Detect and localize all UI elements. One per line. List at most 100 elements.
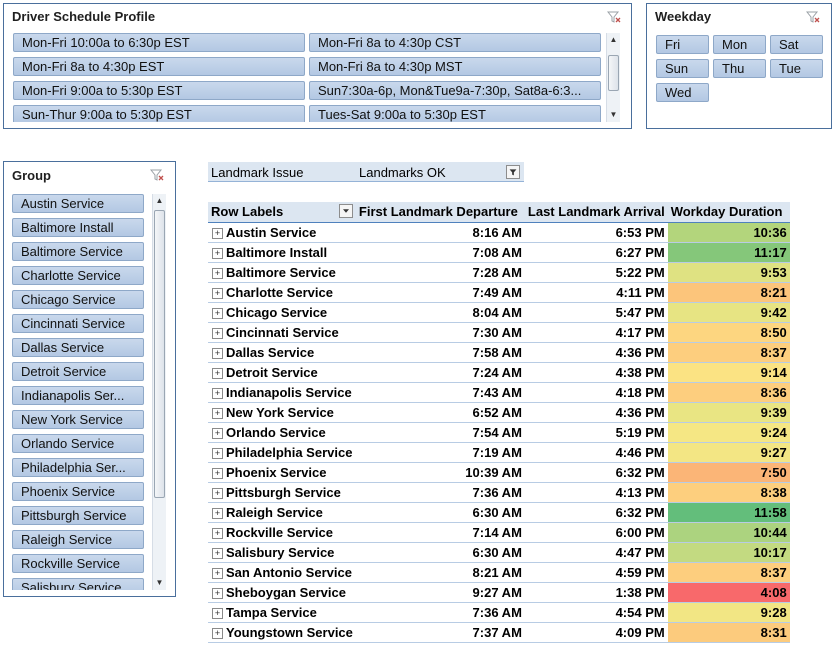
- expand-icon[interactable]: +: [212, 387, 223, 399]
- expand-icon[interactable]: +: [212, 407, 223, 419]
- row-labels-header: Row Labels: [208, 202, 356, 223]
- table-row: + San Antonio Service 8:21 AM 4:59 PM 8:37: [208, 562, 790, 583]
- last-arrival-cell: 4:46 PM: [524, 442, 668, 463]
- group-item[interactable]: Indianapolis Ser...: [12, 386, 144, 405]
- row-label: + Sheboygan Service: [208, 582, 356, 603]
- weekday-item[interactable]: Mon: [713, 35, 766, 54]
- last-arrival-cell: 4:38 PM: [524, 362, 668, 383]
- last-arrival-cell: 4:47 PM: [524, 542, 668, 563]
- expand-icon[interactable]: +: [212, 267, 223, 279]
- row-labels-dropdown-icon[interactable]: [339, 204, 353, 218]
- weekday-item[interactable]: Wed: [656, 83, 709, 102]
- expand-icon[interactable]: +: [212, 367, 223, 379]
- expand-icon[interactable]: +: [212, 587, 223, 599]
- table-row: + Indianapolis Service 7:43 AM 4:18 PM 8:36: [208, 382, 790, 403]
- last-arrival-cell: 5:47 PM: [524, 302, 668, 323]
- scroll-up-arrow-icon[interactable]: ▲: [155, 196, 164, 205]
- weekday-item[interactable]: Sun: [656, 59, 709, 78]
- expand-icon[interactable]: +: [212, 607, 223, 619]
- workday-duration-cell: 9:28: [667, 602, 790, 623]
- clear-filter-icon[interactable]: [806, 10, 820, 24]
- group-item[interactable]: Chicago Service: [12, 290, 144, 309]
- weekday-item[interactable]: Fri: [656, 35, 709, 54]
- expand-icon[interactable]: +: [212, 467, 223, 479]
- workday-duration-cell: 9:39: [667, 402, 790, 423]
- expand-icon[interactable]: +: [212, 547, 223, 559]
- last-arrival-header: Last Landmark Arrival: [524, 202, 668, 223]
- last-arrival-cell: 4:11 PM: [524, 282, 668, 303]
- group-item[interactable]: Charlotte Service: [12, 266, 144, 285]
- weekday-item[interactable]: Thu: [713, 59, 766, 78]
- row-label-text: Orlando Service: [226, 424, 326, 440]
- group-item[interactable]: Dallas Service: [12, 338, 144, 357]
- row-label: + Austin Service: [208, 222, 356, 243]
- first-departure-cell: 9:27 AM: [355, 582, 525, 603]
- group-item[interactable]: Salisbury Service: [12, 578, 144, 590]
- weekday-item[interactable]: Tue: [770, 59, 823, 78]
- schedule-item[interactable]: Mon-Fri 8a to 4:30p CST: [309, 33, 601, 52]
- schedule-item[interactable]: Mon-Fri 8a to 4:30p MST: [309, 57, 601, 76]
- group-item[interactable]: Detroit Service: [12, 362, 144, 381]
- expand-icon[interactable]: +: [212, 307, 223, 319]
- schedule-item[interactable]: Mon-Fri 8a to 4:30p EST: [13, 57, 305, 76]
- expand-icon[interactable]: +: [212, 247, 223, 259]
- table-row: + Orlando Service 7:54 AM 5:19 PM 9:24: [208, 422, 790, 443]
- expand-icon[interactable]: +: [212, 327, 223, 339]
- schedule-scrollbar[interactable]: ▲ ▼: [606, 33, 620, 122]
- workday-duration-cell: 8:37: [667, 342, 790, 363]
- last-arrival-cell: 4:13 PM: [524, 482, 668, 503]
- row-label: + Salisbury Service: [208, 542, 356, 563]
- filter-dropdown-icon[interactable]: [506, 165, 520, 179]
- schedule-item[interactable]: Mon-Fri 9:00a to 5:30p EST: [13, 81, 305, 100]
- first-departure-cell: 7:36 AM: [355, 482, 525, 503]
- expand-icon[interactable]: +: [212, 527, 223, 539]
- group-item[interactable]: Philadelphia Ser...: [12, 458, 144, 477]
- schedule-item[interactable]: Sun-Thur 9:00a to 5:30p EST: [13, 105, 305, 122]
- schedule-item[interactable]: Mon-Fri 10:00a to 6:30p EST: [13, 33, 305, 52]
- table-row: + Charlotte Service 7:49 AM 4:11 PM 8:21: [208, 282, 790, 303]
- group-scrollbar[interactable]: ▲ ▼: [152, 194, 166, 590]
- last-arrival-cell: 4:54 PM: [524, 602, 668, 623]
- group-item[interactable]: Rockville Service: [12, 554, 144, 573]
- expand-icon[interactable]: +: [212, 347, 223, 359]
- expand-icon[interactable]: +: [212, 427, 223, 439]
- first-departure-cell: 7:14 AM: [355, 522, 525, 543]
- expand-icon[interactable]: +: [212, 507, 223, 519]
- group-item[interactable]: Austin Service: [12, 194, 144, 213]
- expand-icon[interactable]: +: [212, 447, 223, 459]
- first-departure-cell: 7:30 AM: [355, 322, 525, 343]
- clear-filter-icon[interactable]: [150, 168, 164, 182]
- schedule-item[interactable]: Tues-Sat 9:00a to 5:30p EST: [309, 105, 601, 122]
- group-item[interactable]: Phoenix Service: [12, 482, 144, 501]
- workday-duration-cell: 8:36: [667, 382, 790, 403]
- expand-icon[interactable]: +: [212, 287, 223, 299]
- scroll-up-arrow-icon[interactable]: ▲: [609, 35, 618, 44]
- group-item[interactable]: Raleigh Service: [12, 530, 144, 549]
- expand-icon[interactable]: +: [212, 487, 223, 499]
- workday-duration-cell: 9:53: [667, 262, 790, 283]
- expand-icon[interactable]: +: [212, 567, 223, 579]
- scroll-down-arrow-icon[interactable]: ▼: [155, 578, 164, 587]
- row-label-text: Dallas Service: [226, 344, 315, 360]
- scroll-thumb[interactable]: [608, 55, 619, 91]
- group-slicer: Group Austin Service Baltimore Install Bal…: [3, 161, 176, 597]
- weekday-item[interactable]: Sat: [770, 35, 823, 54]
- row-label-text: Salisbury Service: [226, 544, 335, 560]
- group-item[interactable]: Baltimore Service: [12, 242, 144, 261]
- schedule-item[interactable]: Sun7:30a-6p, Mon&Tue9a-7:30p, Sat8a-6:3.…: [309, 81, 601, 100]
- group-item[interactable]: Pittsburgh Service: [12, 506, 144, 525]
- table-row: + Austin Service 8:16 AM 6:53 PM 10:36: [208, 222, 790, 243]
- group-item[interactable]: Baltimore Install: [12, 218, 144, 237]
- group-item[interactable]: Orlando Service: [12, 434, 144, 453]
- group-item[interactable]: New York Service: [12, 410, 144, 429]
- table-row: + Phoenix Service 10:39 AM 6:32 PM 7:50: [208, 462, 790, 483]
- scroll-down-arrow-icon[interactable]: ▼: [609, 110, 618, 119]
- clear-filter-icon[interactable]: [607, 10, 621, 24]
- expand-icon[interactable]: +: [212, 227, 223, 239]
- table-row: + New York Service 6:52 AM 4:36 PM 9:39: [208, 402, 790, 423]
- scroll-thumb[interactable]: [154, 210, 165, 498]
- first-departure-cell: 7:54 AM: [355, 422, 525, 443]
- group-item[interactable]: Cincinnati Service: [12, 314, 144, 333]
- row-label-text: Rockville Service: [226, 524, 333, 540]
- expand-icon[interactable]: +: [212, 627, 223, 639]
